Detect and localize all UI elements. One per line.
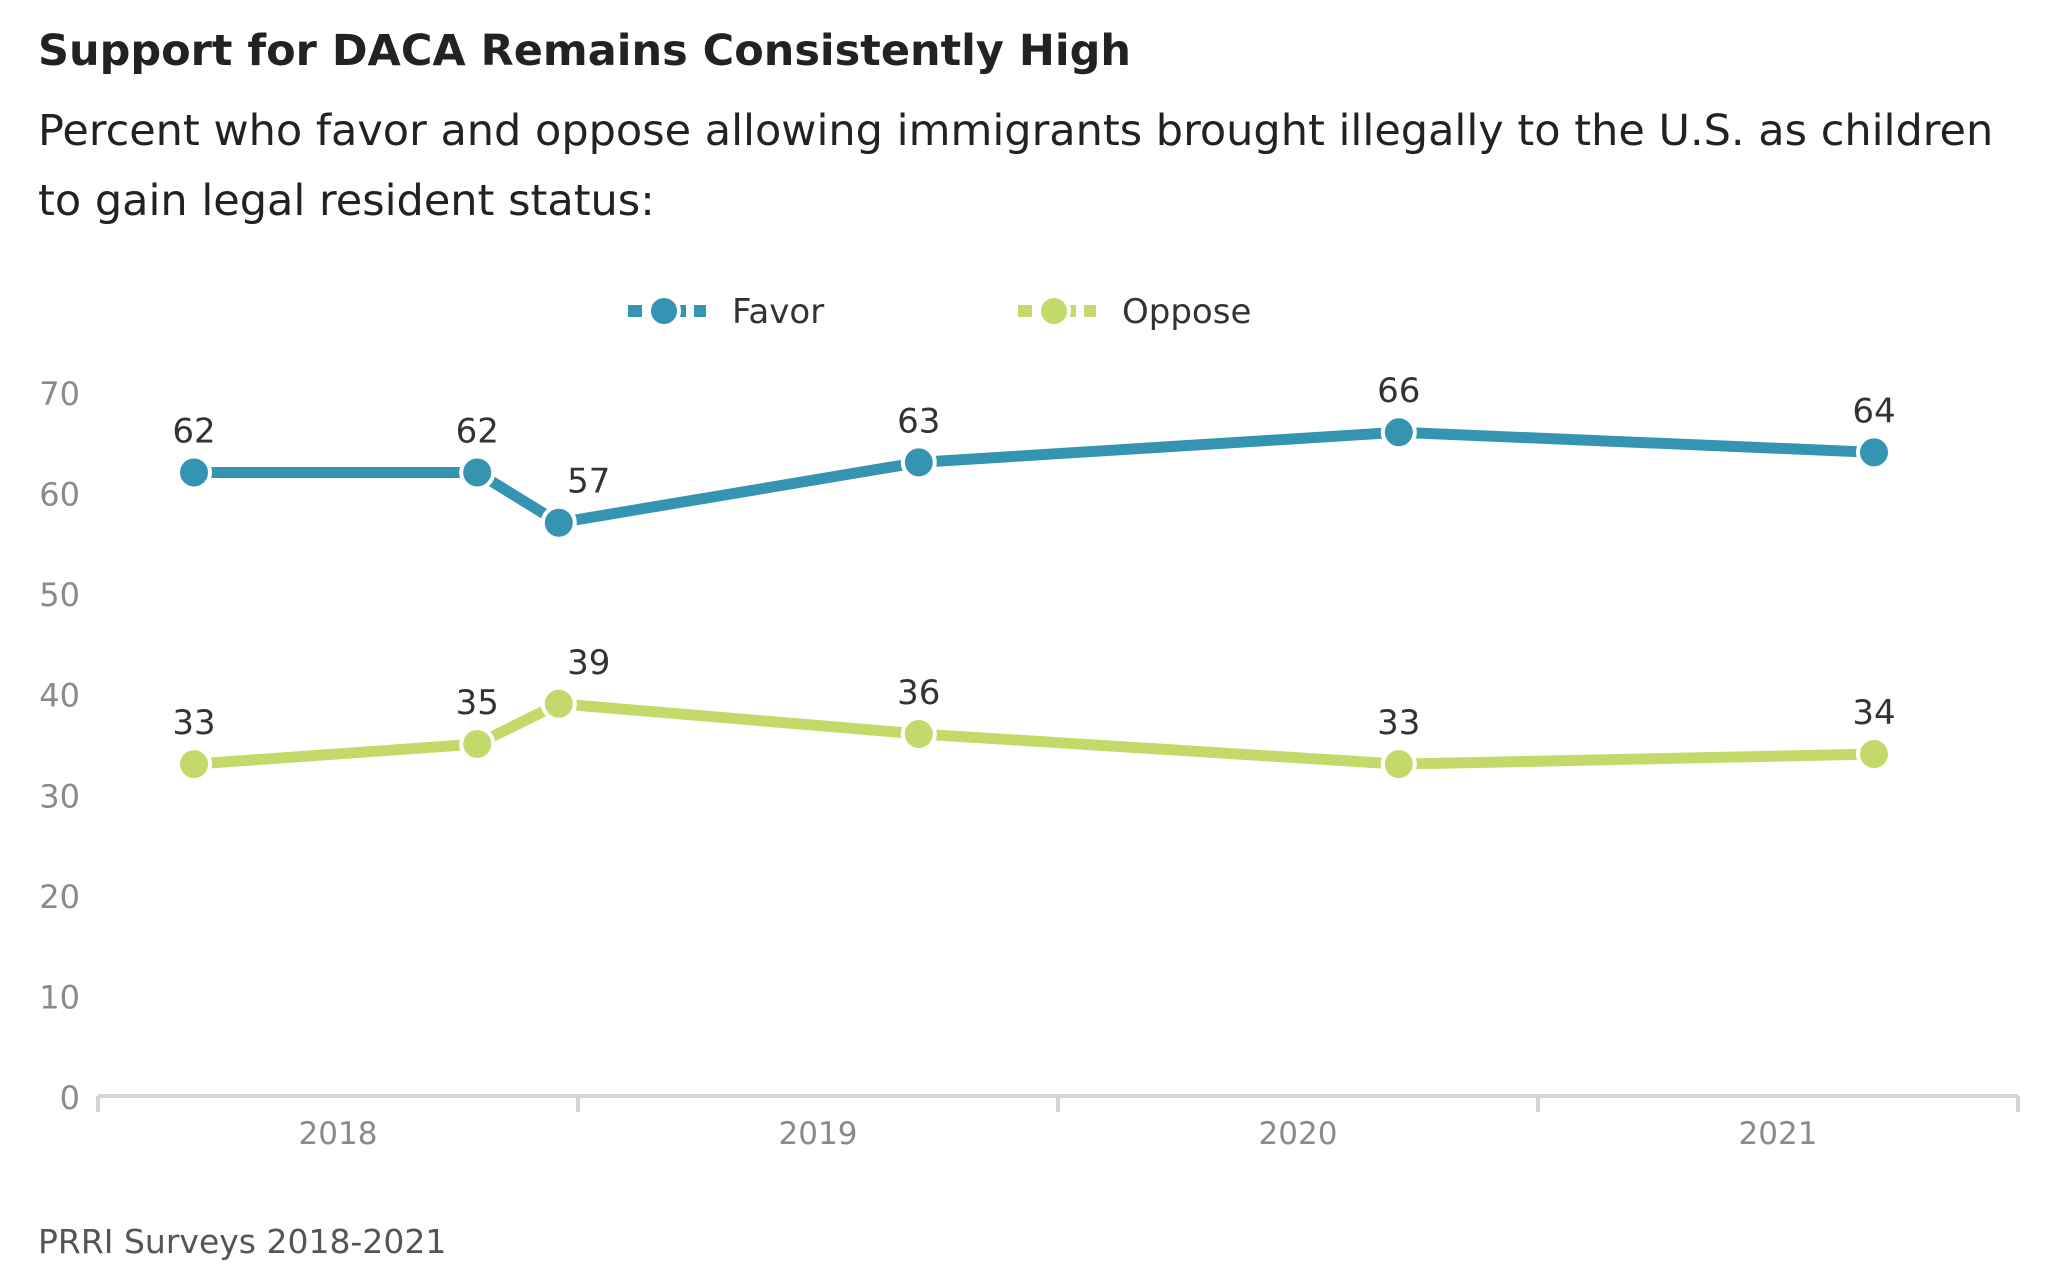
y-tick-label: 40 xyxy=(39,677,80,715)
data-point-favor xyxy=(176,454,212,491)
data-point-oppose xyxy=(459,726,496,762)
data-label-favor: 66 xyxy=(1377,371,1420,411)
data-point-oppose xyxy=(1380,746,1417,783)
x-tick-label: 2019 xyxy=(779,1116,858,1152)
legend-item-favor: Favor xyxy=(628,292,824,332)
y-tick-label: 50 xyxy=(39,576,80,614)
y-tick-label: 10 xyxy=(39,978,80,1016)
data-label-favor: 57 xyxy=(567,462,610,502)
data-label-oppose: 36 xyxy=(897,673,940,713)
data-point-favor xyxy=(1380,414,1417,451)
x-tick-label: 2021 xyxy=(1739,1116,1818,1152)
chart-legend: Favor Oppose xyxy=(628,292,1251,332)
data-label-oppose: 35 xyxy=(456,683,499,723)
legend-label: Favor xyxy=(732,292,824,332)
legend-marker xyxy=(1037,294,1071,328)
data-label-oppose: 39 xyxy=(567,643,610,683)
data-point-favor xyxy=(900,444,937,481)
x-axis: 2018 2019 2020 2021 xyxy=(96,1094,2020,1152)
data-point-oppose xyxy=(176,746,212,783)
data-point-favor xyxy=(459,454,496,491)
x-tick-label: 2018 xyxy=(299,1116,378,1152)
y-tick-label: 30 xyxy=(39,777,80,815)
data-point-oppose xyxy=(1856,736,1892,773)
y-tick-label: 0 xyxy=(60,1079,80,1117)
series-line-favor xyxy=(188,426,1880,529)
data-label-oppose: 34 xyxy=(1852,693,1895,733)
legend-item-oppose: Oppose xyxy=(1018,292,1251,332)
x-tick-label: 2020 xyxy=(1259,1116,1338,1152)
series-layer: 62 62 57 63 66 64 33 35 39 36 33 34 xyxy=(172,371,1896,783)
data-point-oppose xyxy=(540,685,577,722)
y-tick-label: 70 xyxy=(39,375,80,413)
y-tick-label: 20 xyxy=(39,878,80,916)
data-point-oppose xyxy=(900,715,937,752)
data-point-favor xyxy=(540,504,577,541)
y-tick-label: 60 xyxy=(39,476,80,514)
series-oppose: 33 35 39 36 33 34 xyxy=(172,643,1896,783)
chart-title: Support for DACA Remains Consistently Hi… xyxy=(38,26,1132,76)
series-favor: 62 62 57 63 66 64 xyxy=(172,371,1896,541)
series-line-oppose xyxy=(188,698,1880,770)
data-label-oppose: 33 xyxy=(1377,703,1420,743)
y-axis: 0 10 20 30 40 50 60 70 xyxy=(39,375,80,1117)
legend-marker xyxy=(647,294,681,328)
chart-subtitle: Percent who favor and oppose allowing im… xyxy=(38,106,1994,226)
data-point-favor xyxy=(1856,434,1892,471)
data-label-favor: 62 xyxy=(456,411,499,451)
data-label-oppose: 33 xyxy=(172,703,215,743)
source-note: PRRI Surveys 2018-2021 xyxy=(38,1222,447,1261)
data-label-favor: 63 xyxy=(897,401,940,441)
data-label-favor: 62 xyxy=(172,411,215,451)
data-label-favor: 64 xyxy=(1852,391,1895,431)
legend-label: Oppose xyxy=(1122,292,1251,332)
